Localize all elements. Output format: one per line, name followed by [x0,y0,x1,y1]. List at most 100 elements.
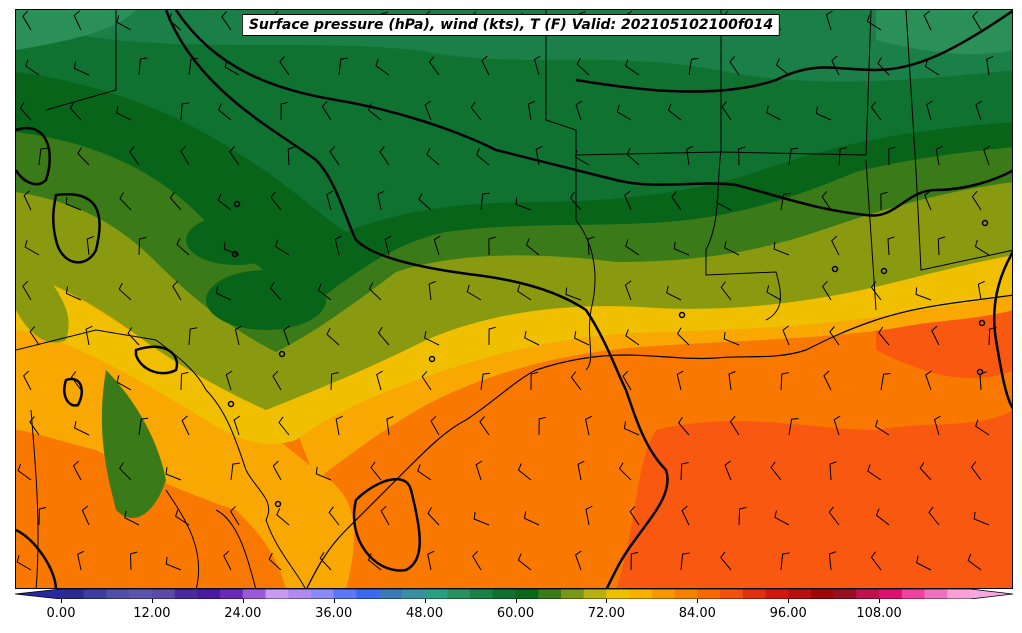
temperature-colorbar [15,589,1013,599]
wind-barb [22,10,32,31]
wind-barb [973,511,990,526]
wind-barb [524,330,540,346]
wind-barb [688,57,699,76]
wind-barb [181,415,190,436]
colorbar-segment [765,589,789,599]
colorbar-segment [674,589,698,599]
wind-barb [74,421,90,436]
wind-barb [673,241,690,256]
wind-barb [85,325,93,346]
colorbar-segment [697,589,721,599]
wind-barb [915,287,932,301]
wind-barb [625,329,640,346]
wind-barb [686,145,694,166]
wind-barb [180,145,190,166]
wind-barb [773,242,790,256]
wind-barb [17,463,32,481]
wind-barb [384,235,392,256]
wind-barb [433,235,441,256]
wind-barb [116,375,132,391]
wind-barb [721,101,732,121]
colorbar-segment [470,589,494,599]
wind-barb [575,100,583,121]
wind-barb [223,242,240,256]
wind-barb [180,371,189,391]
wind-barb [65,286,82,301]
wind-barb [268,552,282,571]
colorbar-segment [265,589,289,599]
temperature-map [16,10,1012,588]
wind-barb [188,327,198,346]
colorbar-segment [288,589,312,599]
colorbar-tick-label: 48.00 [405,606,444,621]
wind-barb [720,551,732,571]
wind-barb [370,461,382,481]
wind-barb [585,505,593,526]
colorbar-segment [83,589,107,599]
wind-barb [367,553,382,571]
colorbar-segment [129,589,153,599]
wind-barb [377,326,390,346]
wind-barb [629,506,640,526]
wind-barb [175,509,190,526]
wind-barb [38,147,48,166]
wind-barb [479,416,490,436]
dark-green-patch-2 [186,215,286,265]
colorbar-segment [492,589,516,599]
colorbar-tick-mark [333,599,335,603]
wind-barb [574,331,590,346]
wind-barb [386,416,394,436]
wind-barb [738,506,747,526]
wind-barb [925,370,932,391]
wind-barb [116,15,132,31]
wind-barb [770,461,782,481]
wind-barb [29,416,40,436]
wind-barb [229,146,240,166]
wind-barb [81,505,90,526]
wind-barb [828,506,840,526]
wind-barb [667,103,682,121]
wind-barb [329,146,340,166]
wind-barb [230,505,240,526]
wind-barb [880,373,891,391]
wind-barb [230,462,240,481]
wind-barb [367,103,382,121]
wind-barb [223,550,232,571]
wind-barb [224,60,240,76]
wind-barb [829,461,837,481]
wind-barb [780,372,789,391]
wind-barb [19,101,32,121]
state-borders [16,10,1012,588]
wind-barb [833,415,841,436]
colorbar-segment [174,589,198,599]
wind-barb [138,236,147,256]
wind-barb [72,460,82,481]
colorbar-segment [924,589,948,599]
wind-barb [269,281,282,301]
colorbar-segment [424,589,448,599]
wind-barb [481,55,490,76]
wind-barb [681,505,690,526]
wind-barb [525,238,540,256]
wind-barb [38,506,47,526]
wind-barb [935,145,943,166]
wind-barb [823,370,832,391]
wind-barb [569,191,582,211]
wind-barb [821,280,832,301]
wind-barb [418,192,432,211]
wind-barb [169,191,182,211]
wind-barb [624,280,632,301]
wind-barb [974,239,990,256]
colorbar-min-extension [15,589,61,599]
wind-barb [515,197,532,211]
wind-barb [124,510,140,526]
wind-barb [77,147,90,166]
colorbar-tick-label: 96.00 [769,606,807,621]
wind-barb [215,286,232,301]
wind-barb [375,59,390,76]
wind-barb [426,147,440,166]
wind-barb [424,330,440,346]
colorbar-segment [583,589,607,599]
mountain-green-patch [101,370,166,519]
wind-barb [815,106,832,121]
